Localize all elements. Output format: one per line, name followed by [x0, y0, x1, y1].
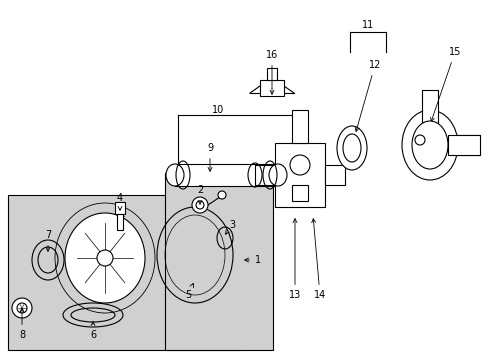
Circle shape [97, 250, 113, 266]
Ellipse shape [165, 164, 183, 186]
Text: 6: 6 [90, 322, 96, 340]
Ellipse shape [411, 121, 447, 169]
Text: 14: 14 [311, 219, 325, 300]
Bar [266, 68, 276, 80]
Bar [260, 80, 284, 96]
Bar [8, 195, 241, 350]
Circle shape [192, 197, 207, 213]
Text: 9: 9 [206, 143, 213, 171]
Circle shape [289, 155, 309, 175]
Bar [117, 214, 123, 230]
Text: 11: 11 [361, 20, 373, 30]
Text: 1: 1 [244, 255, 261, 265]
Circle shape [12, 298, 32, 318]
Text: 8: 8 [19, 309, 25, 340]
Circle shape [414, 135, 424, 145]
Bar [325, 165, 345, 185]
Ellipse shape [342, 134, 360, 162]
Bar [447, 135, 479, 155]
Bar [175, 164, 278, 186]
Bar [274, 143, 325, 207]
Circle shape [218, 191, 225, 199]
Text: 5: 5 [184, 283, 193, 300]
Text: 16: 16 [265, 50, 278, 94]
Text: 10: 10 [211, 105, 224, 115]
Bar [291, 185, 307, 201]
Bar [164, 173, 272, 350]
Text: 2: 2 [197, 185, 203, 204]
Ellipse shape [268, 164, 286, 186]
Bar [291, 110, 307, 143]
Text: 13: 13 [288, 219, 301, 300]
Text: 4: 4 [117, 193, 123, 210]
Ellipse shape [336, 126, 366, 170]
Ellipse shape [65, 213, 145, 303]
Bar [421, 90, 437, 125]
Text: 15: 15 [430, 47, 460, 121]
Bar [254, 165, 274, 185]
Text: 7: 7 [45, 230, 51, 251]
Bar [115, 202, 125, 214]
Ellipse shape [401, 110, 457, 180]
Text: 3: 3 [225, 220, 235, 234]
Text: 12: 12 [354, 60, 381, 131]
